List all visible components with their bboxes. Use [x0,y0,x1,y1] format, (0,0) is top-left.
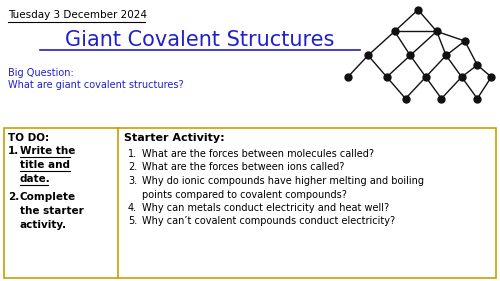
Text: 3.: 3. [128,176,137,186]
Text: activity.: activity. [20,220,67,230]
Text: Complete: Complete [20,192,76,202]
Text: Giant Covalent Structures: Giant Covalent Structures [66,30,334,50]
Text: 1.: 1. [8,146,19,156]
Text: What are the forces between ions called?: What are the forces between ions called? [142,162,344,173]
Text: What are the forces between molecules called?: What are the forces between molecules ca… [142,149,374,159]
Text: What are giant covalent structures?: What are giant covalent structures? [8,80,184,90]
Text: Why can’t covalent compounds conduct electricity?: Why can’t covalent compounds conduct ele… [142,216,395,226]
Text: Write the: Write the [20,146,76,156]
Text: Why can metals conduct electricity and heat well?: Why can metals conduct electricity and h… [142,203,389,213]
Text: 5.: 5. [128,216,137,226]
Bar [4,128,496,278]
Text: 1.: 1. [128,149,137,159]
Text: Big Question:: Big Question: [8,68,74,78]
Text: title and: title and [20,160,70,170]
Text: 2.: 2. [128,162,137,173]
Text: Starter Activity:: Starter Activity: [124,133,224,143]
Text: Why do ionic compounds have higher melting and boiling: Why do ionic compounds have higher melti… [142,176,424,186]
Text: TO DO:: TO DO: [8,133,49,143]
Text: Tuesday 3 December 2024: Tuesday 3 December 2024 [8,10,147,20]
Text: 2.: 2. [8,192,19,202]
Text: 4.: 4. [128,203,137,213]
Text: the starter: the starter [20,206,84,216]
Text: points compared to covalent compounds?: points compared to covalent compounds? [142,189,347,200]
Text: date.: date. [20,174,51,184]
